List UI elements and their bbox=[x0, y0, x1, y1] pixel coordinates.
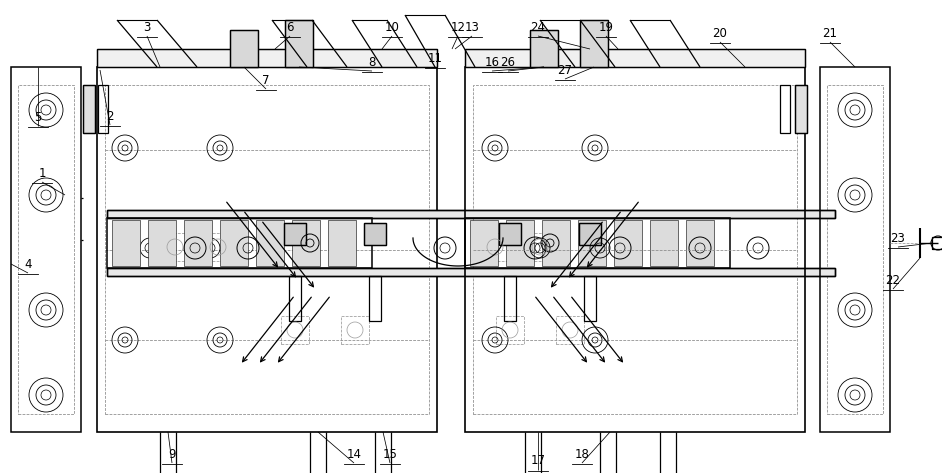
Bar bbox=[465, 67, 805, 432]
Text: 8: 8 bbox=[368, 55, 376, 69]
Bar bbox=[161, 233, 189, 261]
Text: 23: 23 bbox=[890, 231, 905, 245]
Text: 10: 10 bbox=[384, 20, 399, 34]
Bar bbox=[11, 67, 81, 432]
Text: 13: 13 bbox=[464, 20, 479, 34]
Bar bbox=[795, 85, 807, 133]
Bar bbox=[18, 85, 74, 414]
Text: 15: 15 bbox=[382, 447, 398, 461]
Text: 14: 14 bbox=[347, 447, 362, 461]
Text: 11: 11 bbox=[428, 52, 443, 64]
Bar bbox=[465, 218, 730, 268]
Bar bbox=[932, 237, 942, 249]
Bar bbox=[506, 220, 534, 266]
Bar bbox=[578, 220, 606, 266]
Bar bbox=[281, 316, 309, 344]
Bar bbox=[580, 20, 608, 67]
Bar bbox=[230, 30, 258, 67]
Bar bbox=[465, 49, 805, 67]
Bar bbox=[584, 276, 596, 321]
Bar bbox=[148, 220, 176, 266]
Bar bbox=[465, 49, 805, 67]
Bar bbox=[230, 30, 258, 67]
Bar bbox=[204, 233, 232, 261]
Bar bbox=[369, 276, 381, 321]
Text: 27: 27 bbox=[558, 63, 573, 77]
Bar bbox=[256, 220, 284, 266]
Bar bbox=[105, 85, 429, 414]
Text: 16: 16 bbox=[484, 55, 499, 69]
Bar bbox=[364, 223, 386, 245]
Bar bbox=[341, 316, 369, 344]
Text: 5: 5 bbox=[34, 111, 41, 123]
Bar bbox=[496, 316, 524, 344]
Text: 22: 22 bbox=[885, 273, 901, 287]
Bar bbox=[795, 85, 807, 133]
Bar bbox=[614, 220, 642, 266]
Bar bbox=[112, 220, 140, 266]
Text: 21: 21 bbox=[822, 26, 837, 40]
Bar bbox=[650, 220, 678, 266]
Bar bbox=[499, 223, 521, 245]
Bar bbox=[481, 233, 509, 261]
Bar bbox=[289, 276, 301, 321]
Bar bbox=[579, 223, 601, 245]
Bar bbox=[364, 223, 386, 245]
Bar bbox=[284, 223, 306, 245]
Bar bbox=[780, 85, 790, 133]
Bar bbox=[184, 220, 212, 266]
Bar bbox=[686, 220, 714, 266]
Bar bbox=[526, 233, 554, 261]
Bar bbox=[820, 67, 890, 432]
Bar bbox=[107, 268, 835, 276]
Bar bbox=[556, 316, 584, 344]
Bar bbox=[530, 30, 558, 67]
Bar bbox=[827, 85, 883, 414]
Bar bbox=[580, 20, 608, 67]
Text: 26: 26 bbox=[500, 55, 515, 69]
Bar bbox=[97, 49, 437, 67]
Bar bbox=[504, 276, 516, 321]
Text: 19: 19 bbox=[598, 20, 613, 34]
Bar bbox=[98, 85, 108, 133]
Text: 4: 4 bbox=[24, 257, 32, 271]
Text: 3: 3 bbox=[143, 20, 151, 34]
Bar bbox=[97, 49, 437, 67]
Bar bbox=[107, 218, 372, 268]
Bar bbox=[579, 223, 601, 245]
Bar bbox=[292, 220, 320, 266]
Bar bbox=[473, 85, 797, 414]
Bar bbox=[285, 20, 313, 67]
Text: 7: 7 bbox=[262, 73, 269, 87]
Text: 9: 9 bbox=[169, 447, 176, 461]
Bar bbox=[83, 85, 95, 133]
Bar bbox=[97, 67, 437, 432]
Bar bbox=[107, 210, 835, 218]
Text: 12: 12 bbox=[450, 20, 465, 34]
Bar bbox=[499, 223, 521, 245]
Text: 20: 20 bbox=[712, 26, 727, 40]
Text: 18: 18 bbox=[575, 447, 590, 461]
Text: 6: 6 bbox=[286, 20, 294, 34]
Bar bbox=[107, 210, 835, 218]
Bar bbox=[83, 85, 95, 133]
Bar bbox=[542, 220, 570, 266]
Text: 1: 1 bbox=[39, 166, 46, 179]
Bar bbox=[284, 223, 306, 245]
Bar bbox=[530, 30, 558, 67]
Bar bbox=[220, 220, 248, 266]
Bar bbox=[107, 268, 835, 276]
Bar bbox=[328, 220, 356, 266]
Bar bbox=[285, 20, 313, 67]
Text: 2: 2 bbox=[106, 110, 114, 123]
Text: 17: 17 bbox=[530, 455, 545, 467]
Bar bbox=[470, 220, 498, 266]
Text: 24: 24 bbox=[530, 20, 545, 34]
